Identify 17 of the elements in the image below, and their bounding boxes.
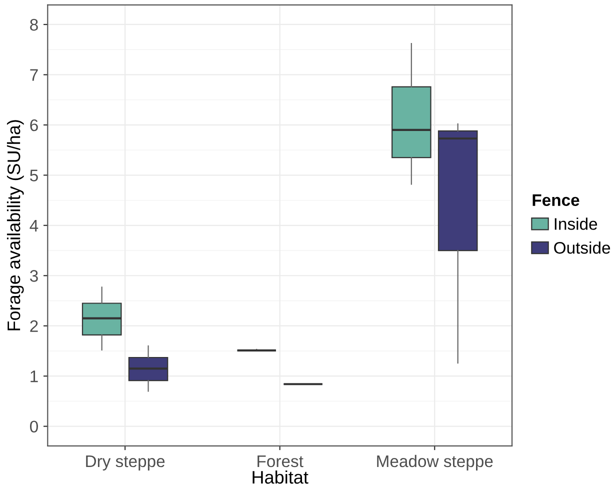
- y-tick-label: 8: [30, 18, 38, 31]
- x-tick-label: Meadow steppe: [377, 454, 493, 470]
- legend-title: Fence: [532, 194, 580, 206]
- y-tick-label: 4: [30, 220, 38, 232]
- y-tick-label: 6: [30, 119, 38, 132]
- y-tick-label: 0: [30, 420, 38, 433]
- legend-label: Outside: [554, 242, 610, 254]
- y-tick-label: 2: [30, 320, 38, 332]
- y-tick-label: 1: [30, 370, 38, 382]
- legend-label: Inside: [554, 218, 598, 230]
- y-tick-label: 5: [30, 170, 38, 182]
- x-tick-label: Dry steppe: [86, 456, 165, 470]
- y-axis-title: Forage availability (SU/ha): [6, 120, 24, 330]
- y-tick-label: 7: [30, 69, 38, 81]
- y-tick-label: 3: [30, 270, 38, 282]
- x-axis-title: Habitat: [252, 470, 308, 484]
- x-tick-label: Forest: [258, 456, 304, 468]
